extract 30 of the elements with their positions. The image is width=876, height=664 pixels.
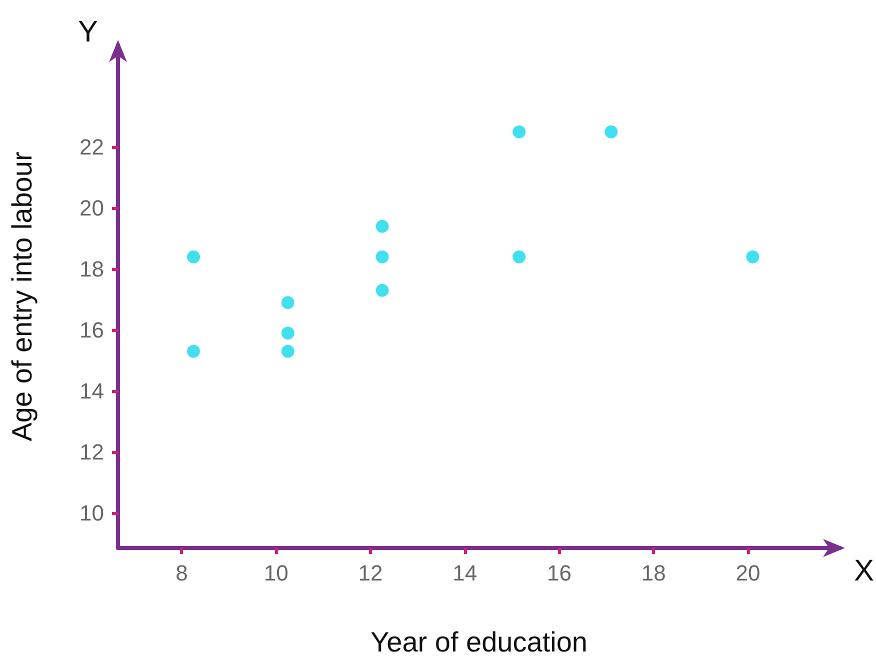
point bbox=[376, 220, 389, 233]
point bbox=[187, 250, 200, 264]
point bbox=[746, 250, 760, 264]
x-tick-label: 14 bbox=[452, 560, 478, 586]
y-tick-label: 16 bbox=[80, 318, 104, 343]
x-axis-title: Year of education bbox=[370, 626, 588, 658]
y-tick-label: 20 bbox=[80, 196, 104, 221]
y-tick-label: 12 bbox=[80, 439, 104, 464]
point bbox=[281, 326, 294, 340]
x-tick-label: 16 bbox=[546, 560, 572, 586]
x-tick-label: 8 bbox=[176, 560, 188, 586]
y-tick-label: 10 bbox=[80, 500, 104, 526]
point bbox=[281, 296, 294, 310]
text: Y bbox=[78, 16, 98, 48]
point bbox=[604, 125, 618, 138]
x-tick-label: 12 bbox=[358, 560, 383, 586]
point bbox=[512, 125, 526, 138]
point bbox=[187, 344, 200, 358]
point bbox=[281, 344, 294, 358]
text: X bbox=[854, 554, 874, 588]
x-tick-label: 20 bbox=[736, 560, 760, 586]
x-tick-label: 10 bbox=[264, 560, 288, 586]
point bbox=[512, 250, 526, 264]
y-tick-label: 14 bbox=[80, 378, 104, 404]
y-axis-title: Age of entry into labour bbox=[6, 152, 38, 442]
y-tick-label: 18 bbox=[80, 256, 104, 282]
point bbox=[376, 250, 389, 264]
x-tick-label: 18 bbox=[641, 560, 666, 586]
point bbox=[376, 284, 389, 297]
y-tick-label: 22 bbox=[80, 134, 104, 160]
